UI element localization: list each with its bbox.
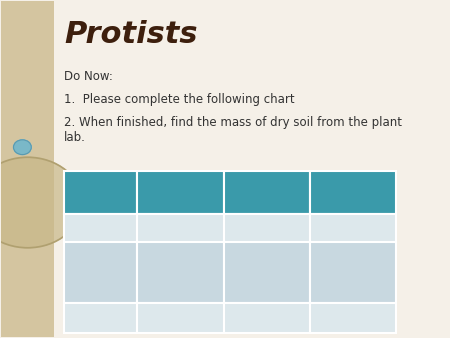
Text: decomposers: decomposers — [315, 313, 382, 323]
FancyBboxPatch shape — [137, 304, 224, 333]
Text: Animal-like
protists: Animal-like protists — [229, 181, 294, 204]
Text: Fungi-like
protists: Fungi-like protists — [315, 181, 373, 204]
FancyBboxPatch shape — [310, 171, 396, 214]
FancyBboxPatch shape — [137, 171, 224, 214]
Text: myxomycota: myxomycota — [315, 223, 379, 233]
Text: niche: niche — [69, 313, 96, 323]
Text: Slime molds: Slime molds — [315, 268, 376, 278]
FancyBboxPatch shape — [310, 242, 396, 304]
FancyBboxPatch shape — [224, 171, 310, 214]
FancyBboxPatch shape — [64, 171, 137, 214]
Text: Do Now:: Do Now: — [64, 70, 113, 83]
Text: predators: predators — [229, 313, 276, 323]
FancyBboxPatch shape — [224, 214, 310, 242]
FancyBboxPatch shape — [64, 214, 137, 242]
Circle shape — [14, 140, 32, 154]
Text: protozoa: protozoa — [229, 223, 272, 233]
Text: Many groups: Many groups — [142, 268, 206, 278]
FancyBboxPatch shape — [137, 214, 224, 242]
FancyBboxPatch shape — [310, 214, 396, 242]
FancyBboxPatch shape — [137, 242, 224, 304]
FancyBboxPatch shape — [64, 304, 137, 333]
Text: algae: algae — [142, 223, 170, 233]
Text: Protists: Protists — [64, 20, 198, 49]
FancyBboxPatch shape — [310, 304, 396, 333]
Text: producers: producers — [142, 313, 192, 323]
FancyBboxPatch shape — [224, 242, 310, 304]
FancyBboxPatch shape — [224, 304, 310, 333]
Text: 2. When finished, find the mass of dry soil from the plant
lab.: 2. When finished, find the mass of dry s… — [64, 116, 402, 144]
Text: Amoeboids,
cilliates, and
others: Amoeboids, cilliates, and others — [229, 255, 292, 290]
FancyBboxPatch shape — [1, 1, 54, 337]
Text: Examples: Examples — [69, 268, 117, 278]
Circle shape — [0, 157, 82, 248]
Text: Plant-like
protists: Plant-like protists — [142, 181, 198, 204]
Text: 1.  Please complete the following chart: 1. Please complete the following chart — [64, 93, 295, 106]
FancyBboxPatch shape — [64, 242, 137, 304]
Text: Group name: Group name — [69, 223, 130, 233]
